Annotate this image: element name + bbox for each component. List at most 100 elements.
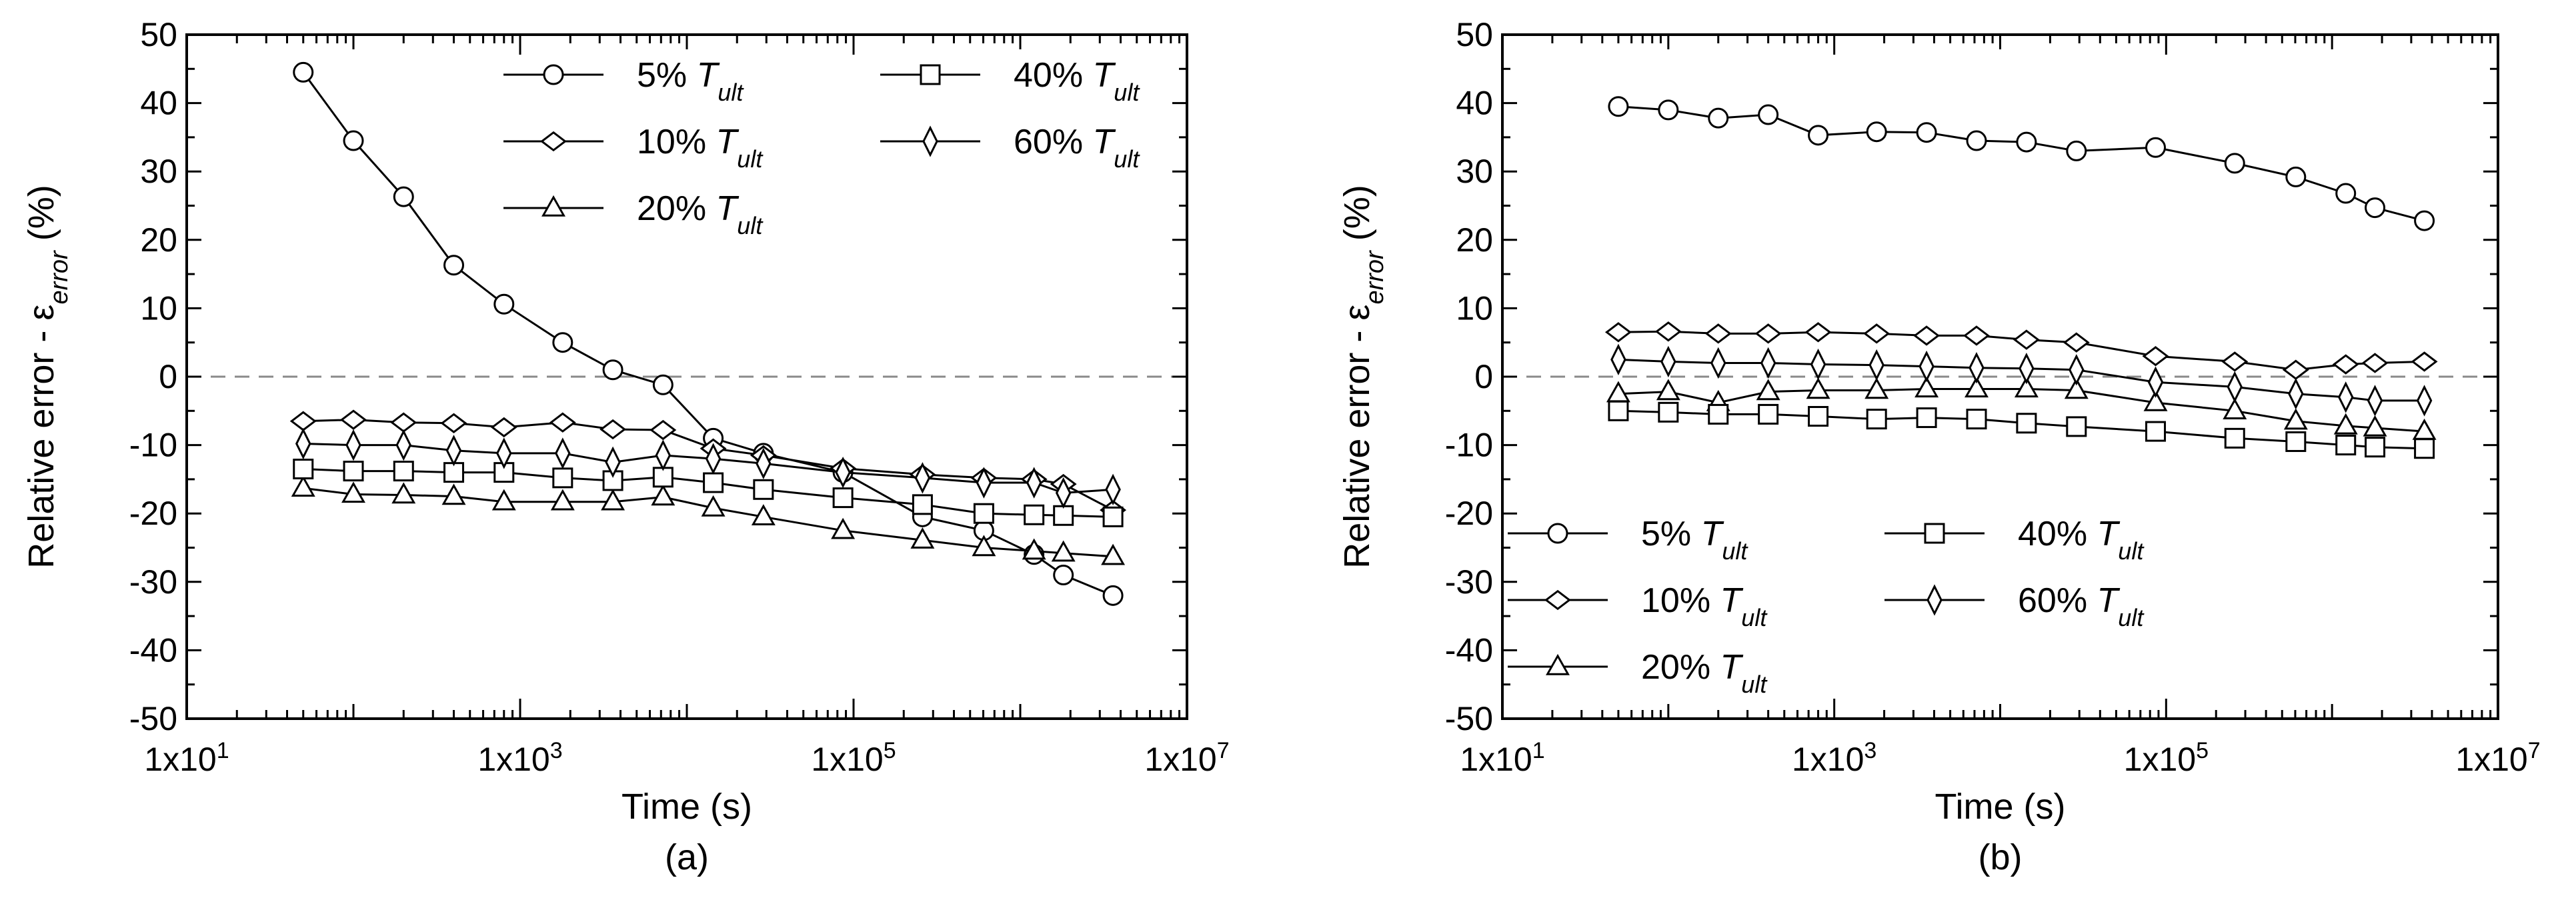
data-point-triangle [972,535,996,557]
data-point-circle [1866,121,1887,143]
y-tick-label: 40 [140,85,177,122]
legend-item: 60% Tult [1884,581,2145,631]
data-point-thin-diamond [976,467,992,499]
data-point-circle [2066,140,2087,161]
x-tick-label-base: 1x10 [144,741,216,778]
data-point-diamond [1804,322,1832,343]
data-point-square [912,494,933,515]
legend-marker-circle [543,64,564,85]
data-point-thin-diamond [2069,354,2085,386]
x-tick-label: 1x103 [1792,738,1876,778]
x-tick-label-base: 1x10 [811,741,883,778]
data-point-diamond [650,419,677,441]
data-point-circle [552,332,573,353]
legend-label-variable: T [697,56,720,95]
data-point-square [1608,400,1629,421]
legend-label-variable: T [1720,581,1744,620]
x-tick-label: 1x105 [811,738,896,778]
data-point-thin-diamond [1055,477,1072,509]
data-point-triangle [2283,408,2308,430]
data-point-diamond [1754,323,1782,344]
data-point-square [2365,437,2386,458]
data-point-circle [2285,166,2307,187]
data-point-square [1916,407,1937,429]
legend-label-variable: T [2097,515,2121,553]
data-point-thin-diamond [756,447,772,479]
data-point-thin-diamond [605,446,621,478]
legend-marker-triangle [1546,653,1570,675]
y-axis-label-suffix: (%) [21,185,61,251]
legend-label-prefix: 40% [2018,515,2097,553]
series-line-square [1618,409,2425,450]
data-point-thin-diamond [295,427,311,460]
data-point-square [973,503,994,524]
data-point-thin-diamond [1969,351,1985,384]
x-tick-label: 1x107 [1144,738,1229,778]
data-point-thin-diamond [1810,348,1826,381]
data-point-circle [602,359,623,381]
legend-label-prefix: 10% [1641,581,1720,620]
data-point-diamond [440,413,467,433]
data-point-thin-diamond [345,429,361,461]
data-point-thin-diamond [705,443,722,475]
legend-marker-diamond [540,131,567,152]
data-point-thin-diamond [1660,345,1676,378]
series-line-diamond [303,419,1114,511]
data-point-circle [343,130,364,151]
data-point-diamond [1913,325,1941,346]
x-tick-label-exponent: 3 [550,738,563,763]
y-tick-label: -30 [129,563,177,601]
y-axis-label-main: Relative error - ε [21,305,61,569]
data-point-thin-diamond [1105,473,1121,505]
y-tick-label: 40 [1456,85,1493,122]
y-tick-label: -40 [129,631,177,669]
data-point-triangle [1864,377,1889,399]
data-point-diamond [1704,323,1732,344]
data-point-diamond [1654,321,1682,342]
x-tick-label: 1x105 [2124,738,2209,778]
data-point-circle [2145,137,2167,158]
legend-label-variable: T [1720,648,1744,687]
data-point-thin-diamond [2288,377,2304,410]
data-point-square [1808,406,1829,427]
data-point-thin-diamond [2147,366,2164,398]
data-point-thin-diamond [496,437,512,469]
data-point-triangle [341,481,365,503]
legend-label: 40% Tult [2018,515,2145,565]
data-point-triangle [910,527,935,549]
data-point-thin-diamond [2416,385,2433,417]
legend-marker-circle [1547,523,1568,544]
series-line-circle [302,71,1114,597]
legend-label-prefix: 5% [1641,515,1701,553]
data-point-triangle [391,482,416,504]
y-tick-label: 10 [1456,289,1493,327]
data-point-circle [293,61,314,83]
data-point-thin-diamond [445,435,462,467]
legend-label-prefix: 5% [637,56,697,95]
data-point-thin-diamond [1026,467,1042,499]
x-tick-label-exponent: 3 [1864,738,1876,763]
legend-label: 10% Tult [637,123,764,173]
data-point-square [753,479,774,500]
x-tick-label-base: 1x10 [2124,741,2196,778]
y-tick-label: -20 [129,495,177,532]
y-axis-label: Relative error - εerror (%) [1337,185,1389,568]
data-point-circle [2414,210,2435,231]
data-point-square [832,487,854,509]
x-tick-label-exponent: 7 [1217,738,1230,763]
data-point-diamond [549,412,576,433]
series-line-thin-diamond [1618,358,2425,402]
data-point-square [2335,435,2357,456]
data-point-circle [1758,104,1779,125]
data-point-diamond [2221,351,2249,372]
legend-label-prefix: 60% [1014,123,1093,161]
legend-label: 10% Tult [1641,581,1768,631]
data-point-thin-diamond [395,429,412,461]
data-point-diamond [2063,332,2090,353]
data-point-circle [1708,107,1729,129]
y-tick-label: 50 [1456,16,1493,53]
x-tick-label-base: 1x10 [1792,741,1864,778]
legend-item: 40% Tult [1884,515,2145,565]
data-point-diamond [289,411,317,431]
